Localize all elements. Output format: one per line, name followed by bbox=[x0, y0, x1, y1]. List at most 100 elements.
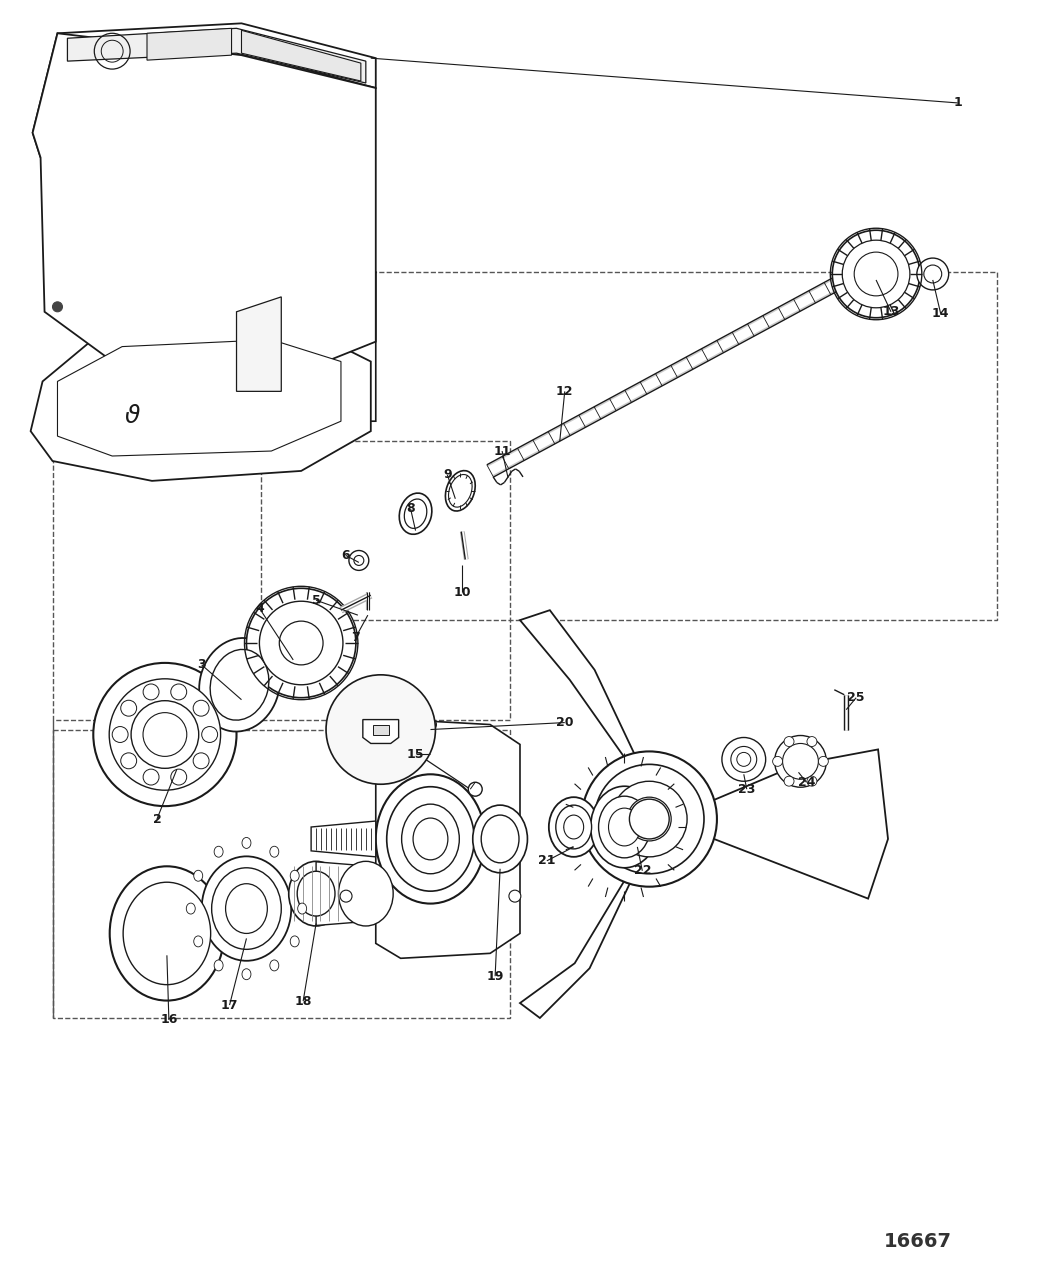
Ellipse shape bbox=[194, 871, 202, 881]
Polygon shape bbox=[375, 720, 520, 958]
Polygon shape bbox=[32, 23, 375, 158]
Ellipse shape bbox=[110, 867, 224, 1001]
Circle shape bbox=[171, 684, 187, 700]
Text: 13: 13 bbox=[882, 305, 900, 318]
Bar bbox=[53, 441, 510, 720]
Ellipse shape bbox=[242, 968, 251, 980]
Bar bbox=[53, 729, 510, 1019]
Ellipse shape bbox=[375, 774, 485, 904]
Circle shape bbox=[807, 737, 817, 747]
Circle shape bbox=[424, 719, 437, 730]
Circle shape bbox=[131, 701, 199, 768]
Text: 4: 4 bbox=[255, 602, 263, 615]
Circle shape bbox=[143, 769, 159, 784]
Text: 21: 21 bbox=[538, 854, 556, 867]
Circle shape bbox=[784, 737, 794, 747]
Polygon shape bbox=[147, 28, 231, 60]
Ellipse shape bbox=[473, 805, 528, 873]
Text: 15: 15 bbox=[407, 748, 424, 761]
Text: 25: 25 bbox=[847, 691, 865, 705]
Ellipse shape bbox=[549, 797, 598, 856]
Circle shape bbox=[259, 602, 343, 684]
Text: 19: 19 bbox=[486, 970, 504, 983]
Text: 17: 17 bbox=[221, 998, 239, 1012]
Text: 9: 9 bbox=[443, 468, 452, 481]
Text: 14: 14 bbox=[932, 307, 950, 320]
Polygon shape bbox=[31, 322, 371, 481]
Ellipse shape bbox=[401, 804, 459, 873]
Ellipse shape bbox=[338, 862, 393, 926]
Ellipse shape bbox=[242, 837, 251, 849]
Circle shape bbox=[773, 756, 783, 766]
Circle shape bbox=[109, 679, 221, 790]
Ellipse shape bbox=[598, 796, 650, 858]
Circle shape bbox=[784, 777, 794, 786]
Polygon shape bbox=[363, 720, 398, 743]
Circle shape bbox=[340, 890, 352, 901]
Text: 20: 20 bbox=[556, 716, 573, 729]
Ellipse shape bbox=[413, 818, 448, 860]
Text: 6: 6 bbox=[341, 549, 351, 562]
Ellipse shape bbox=[270, 959, 279, 971]
Ellipse shape bbox=[446, 471, 475, 511]
Ellipse shape bbox=[187, 903, 195, 914]
Text: 16: 16 bbox=[160, 1013, 177, 1026]
Circle shape bbox=[348, 550, 369, 571]
Ellipse shape bbox=[199, 638, 280, 732]
Text: 2: 2 bbox=[152, 813, 162, 826]
Circle shape bbox=[193, 752, 209, 769]
Polygon shape bbox=[704, 750, 888, 899]
Text: 7: 7 bbox=[352, 630, 360, 643]
Polygon shape bbox=[520, 873, 635, 1019]
Circle shape bbox=[326, 675, 436, 784]
Ellipse shape bbox=[202, 856, 291, 961]
Circle shape bbox=[917, 258, 949, 289]
Polygon shape bbox=[372, 724, 389, 734]
Ellipse shape bbox=[481, 815, 518, 863]
Ellipse shape bbox=[214, 846, 223, 858]
Ellipse shape bbox=[290, 936, 300, 946]
Text: 10: 10 bbox=[453, 586, 471, 599]
Polygon shape bbox=[157, 273, 375, 422]
Text: 16667: 16667 bbox=[884, 1232, 952, 1251]
Text: 12: 12 bbox=[556, 385, 573, 397]
Ellipse shape bbox=[288, 862, 343, 926]
Ellipse shape bbox=[609, 808, 640, 846]
Text: 3: 3 bbox=[197, 658, 206, 671]
Ellipse shape bbox=[214, 959, 223, 971]
Circle shape bbox=[775, 736, 826, 787]
Polygon shape bbox=[57, 340, 341, 457]
Circle shape bbox=[848, 273, 864, 288]
Circle shape bbox=[202, 727, 218, 742]
Circle shape bbox=[193, 701, 209, 716]
Circle shape bbox=[807, 777, 817, 786]
Text: ϑ: ϑ bbox=[124, 404, 140, 428]
Ellipse shape bbox=[212, 868, 281, 949]
Ellipse shape bbox=[564, 815, 584, 838]
Bar bbox=[261, 273, 998, 620]
Circle shape bbox=[818, 756, 829, 766]
Polygon shape bbox=[520, 610, 640, 764]
Text: 11: 11 bbox=[494, 445, 511, 458]
Ellipse shape bbox=[211, 649, 269, 720]
Circle shape bbox=[783, 743, 818, 779]
Ellipse shape bbox=[556, 805, 591, 849]
Circle shape bbox=[279, 621, 324, 665]
Circle shape bbox=[722, 737, 765, 782]
Polygon shape bbox=[67, 28, 366, 84]
Polygon shape bbox=[316, 862, 366, 926]
Circle shape bbox=[120, 701, 137, 716]
Ellipse shape bbox=[290, 871, 300, 881]
Ellipse shape bbox=[591, 786, 658, 868]
Circle shape bbox=[833, 230, 920, 318]
Polygon shape bbox=[311, 820, 375, 856]
Circle shape bbox=[112, 727, 129, 742]
Circle shape bbox=[627, 797, 671, 841]
Circle shape bbox=[469, 782, 482, 796]
Text: 22: 22 bbox=[634, 864, 651, 877]
Text: 24: 24 bbox=[797, 775, 815, 788]
Circle shape bbox=[612, 782, 688, 856]
Circle shape bbox=[594, 764, 704, 873]
Circle shape bbox=[93, 662, 236, 806]
Text: 5: 5 bbox=[312, 594, 320, 607]
